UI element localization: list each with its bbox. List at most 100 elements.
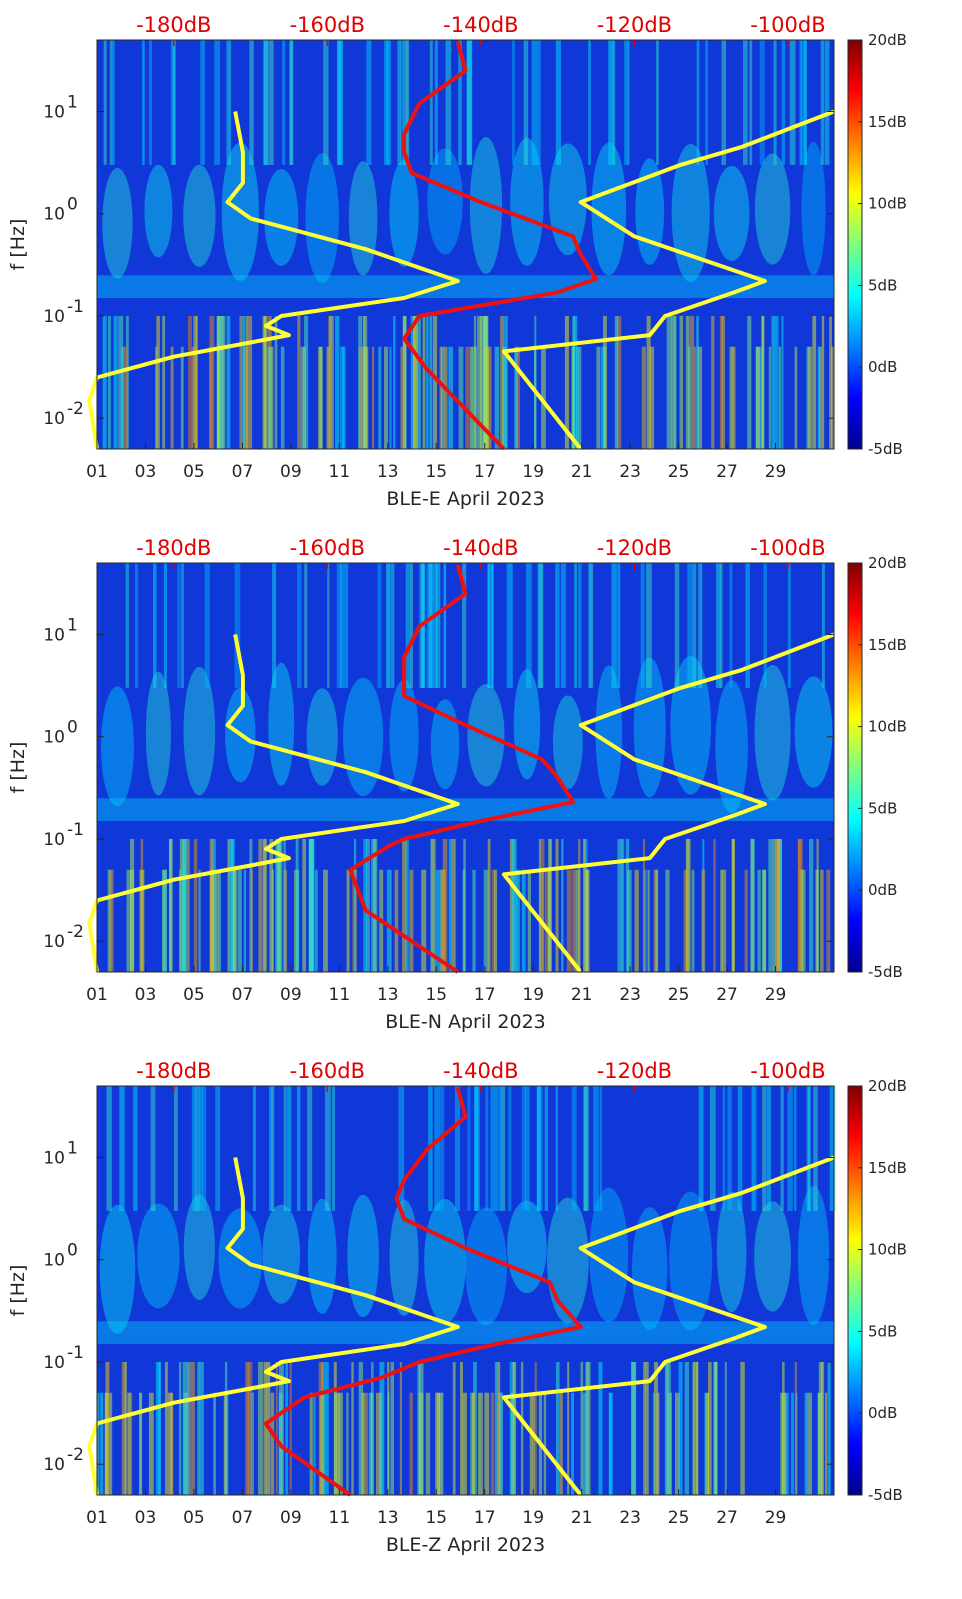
low-frequency-stripe (285, 1361, 289, 1495)
low-frequency-stripe (439, 869, 445, 972)
low-frequency-stripe (109, 869, 114, 972)
low-frequency-stripe (399, 1361, 402, 1495)
low-frequency-stripe (666, 1361, 671, 1495)
low-frequency-stripe (164, 1361, 168, 1495)
low-frequency-stripe (586, 1361, 591, 1495)
high-frequency-stripe (200, 40, 205, 165)
low-frequency-stripe (368, 1392, 373, 1495)
high-frequency-stripe (142, 40, 145, 165)
microseism-band (97, 1321, 834, 1344)
low-frequency-stripe (815, 869, 819, 972)
high-frequency-stripe (544, 1086, 549, 1211)
intensity-blob (348, 161, 378, 276)
low-frequency-stripe (499, 1392, 504, 1495)
high-frequency-stripe (397, 40, 402, 165)
low-frequency-stripe (409, 869, 414, 972)
low-frequency-stripe (819, 346, 822, 449)
low-frequency-stripe (781, 315, 784, 449)
low-frequency-stripe (289, 1361, 292, 1495)
low-frequency-stripe (729, 346, 733, 449)
low-frequency-stripe (431, 838, 437, 972)
high-frequency-stripe (103, 40, 107, 165)
low-frequency-stripe (649, 346, 655, 449)
high-frequency-stripe (715, 563, 721, 688)
low-frequency-stripe (744, 869, 748, 972)
low-frequency-stripe (155, 346, 158, 449)
high-frequency-stripe (589, 563, 593, 688)
low-frequency-stripe (724, 1361, 727, 1495)
low-frequency-stripe (359, 346, 363, 449)
high-frequency-stripe (588, 563, 594, 688)
low-frequency-stripe (795, 1392, 798, 1495)
high-frequency-stripe (583, 1086, 588, 1211)
high-frequency-stripe (337, 40, 342, 165)
high-frequency-stripe (593, 1086, 599, 1211)
low-frequency-stripe (477, 315, 482, 449)
low-frequency-stripe (572, 346, 575, 449)
low-frequency-stripe (758, 346, 763, 449)
low-frequency-stripe (501, 346, 507, 449)
high-frequency-stripe (405, 563, 410, 688)
colorbar-tick-label: 5dB (868, 1322, 897, 1340)
low-frequency-stripe (720, 869, 723, 972)
high-frequency-stripe (537, 40, 541, 165)
high-frequency-stripe (282, 40, 286, 165)
low-frequency-stripe (818, 1361, 823, 1495)
y-tick-label: 10 (43, 1251, 65, 1271)
y-axis-label: f [Hz] (7, 742, 29, 794)
low-frequency-stripe (713, 838, 716, 972)
low-frequency-stripe (801, 869, 806, 972)
low-frequency-stripe (389, 346, 392, 449)
low-frequency-stripe (425, 1392, 431, 1495)
panel-ble-e: 01 03 05 07 09 11 13 15 17 19 21 23 25 27 2910-210-110… (7, 13, 907, 510)
low-frequency-stripe (732, 838, 735, 972)
low-frequency-stripe (582, 1392, 587, 1495)
x-tick-label: 25 (668, 462, 690, 482)
high-frequency-stripe (400, 40, 404, 165)
high-frequency-stripe (252, 1086, 256, 1211)
low-frequency-stripe (219, 315, 224, 449)
low-frequency-stripe (830, 346, 835, 449)
low-frequency-stripe (363, 315, 366, 449)
low-frequency-stripe (432, 315, 438, 449)
high-frequency-stripe (536, 1086, 541, 1211)
low-frequency-stripe (400, 346, 404, 449)
low-frequency-stripe (262, 315, 267, 449)
high-frequency-stripe (521, 1086, 527, 1211)
low-frequency-stripe (645, 1361, 649, 1495)
y-tick-exponent: 1 (67, 92, 78, 112)
high-frequency-stripe (327, 563, 330, 688)
low-frequency-stripe (631, 1361, 636, 1495)
low-frequency-stripe (564, 315, 569, 449)
low-frequency-stripe (484, 346, 490, 449)
intensity-blob (102, 167, 133, 279)
high-frequency-stripe (402, 40, 408, 165)
low-frequency-stripe (296, 869, 300, 972)
low-frequency-stripe (549, 838, 552, 972)
high-frequency-stripe (106, 1086, 112, 1211)
low-frequency-stripe (105, 1392, 109, 1495)
low-frequency-stripe (598, 1361, 603, 1495)
low-frequency-stripe (685, 838, 691, 972)
low-frequency-stripe (721, 315, 725, 449)
low-frequency-stripe (807, 346, 813, 449)
low-frequency-stripe (346, 1392, 349, 1495)
low-frequency-stripe (768, 838, 773, 972)
low-frequency-stripe (582, 838, 586, 972)
low-frequency-stripe (538, 838, 542, 972)
y-tick-exponent: -2 (67, 1445, 84, 1465)
y-tick-label: 10 (43, 205, 65, 225)
low-frequency-stripe (361, 1392, 365, 1495)
high-frequency-stripe (443, 563, 447, 688)
low-frequency-stripe (782, 1361, 785, 1495)
x-tick-label: 21 (571, 985, 593, 1005)
high-frequency-stripe (336, 563, 342, 688)
high-frequency-stripe (737, 1086, 743, 1211)
low-frequency-stripe (493, 869, 498, 972)
low-frequency-stripe (614, 315, 619, 449)
y-tick-label: 10 (43, 307, 65, 327)
low-frequency-stripe (484, 1392, 490, 1495)
low-frequency-stripe (480, 315, 486, 449)
low-frequency-stripe (757, 869, 761, 972)
